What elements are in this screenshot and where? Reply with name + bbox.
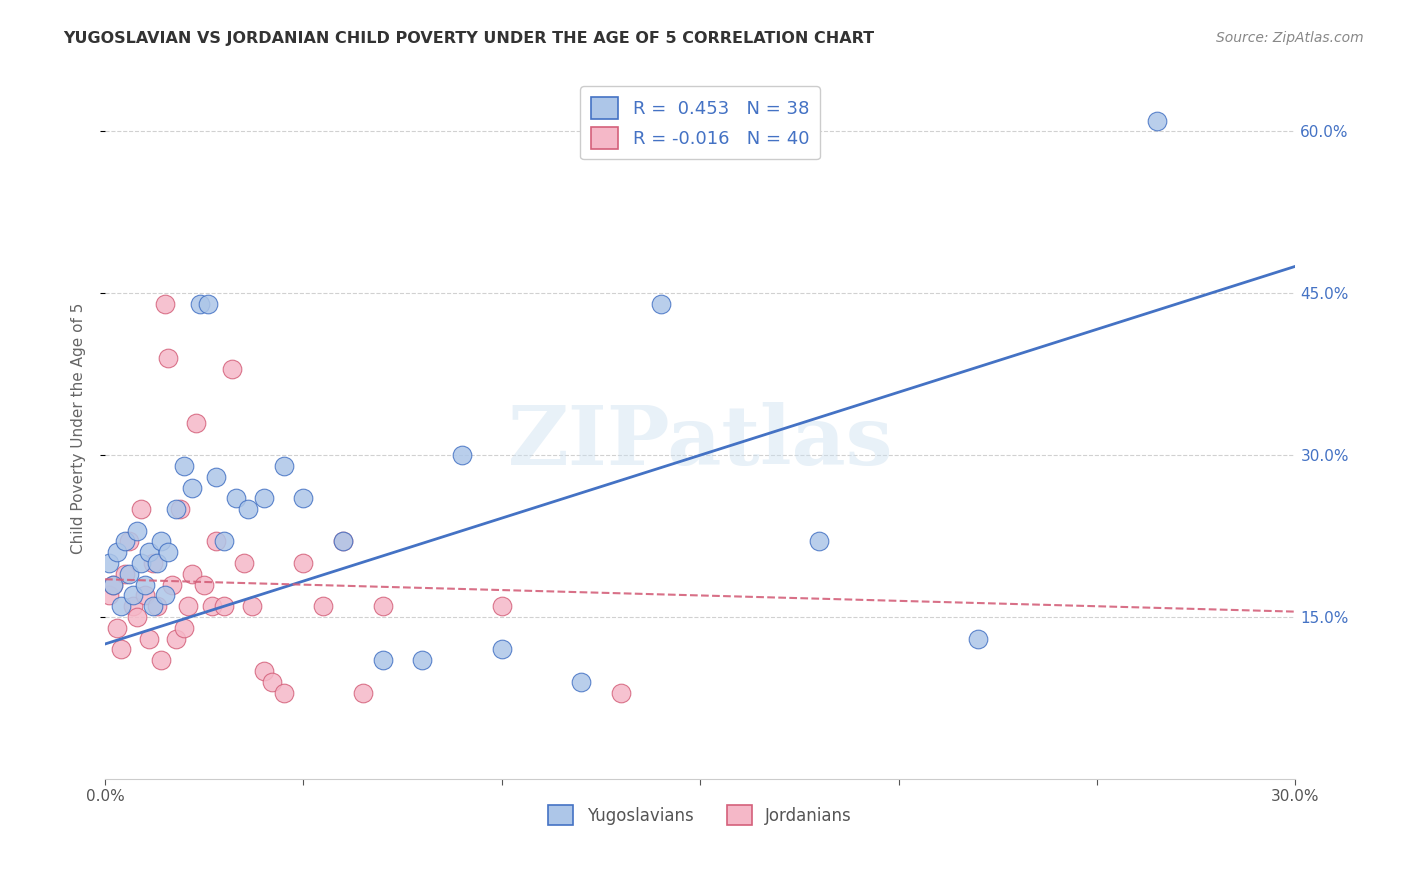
Point [569, 674, 592, 689]
Point [181, 481, 204, 495]
Point [105, 545, 128, 559]
Y-axis label: Child Poverty Under the Age of 5: Child Poverty Under the Age of 5 [72, 302, 86, 554]
Point [145, 556, 167, 570]
Point [142, 556, 165, 570]
Point [232, 556, 254, 570]
Point [610, 685, 633, 699]
Point [292, 556, 315, 570]
Point [221, 361, 243, 376]
Point [332, 534, 354, 549]
Point [101, 577, 124, 591]
Point [292, 491, 315, 506]
Point [142, 599, 165, 614]
Point [118, 566, 141, 581]
Point [165, 632, 187, 646]
Point [193, 577, 215, 591]
Point [808, 534, 831, 549]
Point [253, 664, 276, 678]
Point [129, 502, 152, 516]
Text: ZIPatlas: ZIPatlas [508, 402, 893, 483]
Point [197, 297, 219, 311]
Point [371, 599, 394, 614]
Point [138, 632, 160, 646]
Legend: Yugoslavians, Jordanians: Yugoslavians, Jordanians [540, 797, 860, 834]
Point [169, 502, 191, 516]
Point [129, 556, 152, 570]
Point [121, 599, 143, 614]
Point [125, 610, 148, 624]
Point [97, 556, 120, 570]
Point [157, 545, 180, 559]
Point [371, 653, 394, 667]
Point [205, 469, 228, 483]
Point [114, 566, 136, 581]
Point [97, 589, 120, 603]
Point [101, 577, 124, 591]
Point [212, 534, 235, 549]
Point [173, 458, 195, 473]
Text: YUGOSLAVIAN VS JORDANIAN CHILD POVERTY UNDER THE AGE OF 5 CORRELATION CHART: YUGOSLAVIAN VS JORDANIAN CHILD POVERTY U… [63, 31, 875, 46]
Point [125, 524, 148, 538]
Point [157, 351, 180, 365]
Point [118, 534, 141, 549]
Point [153, 297, 176, 311]
Point [121, 589, 143, 603]
Point [110, 599, 132, 614]
Point [114, 534, 136, 549]
Point [312, 599, 335, 614]
Point [173, 621, 195, 635]
Point [110, 642, 132, 657]
Point [253, 491, 276, 506]
Point [1146, 113, 1168, 128]
Point [332, 534, 354, 549]
Point [491, 599, 513, 614]
Point [153, 589, 176, 603]
Point [181, 566, 204, 581]
Point [260, 674, 283, 689]
Point [273, 685, 295, 699]
Point [149, 653, 172, 667]
Point [411, 653, 433, 667]
Point [188, 297, 211, 311]
Point [145, 599, 167, 614]
Point [273, 458, 295, 473]
Point [225, 491, 247, 506]
Point [205, 534, 228, 549]
Point [186, 416, 208, 430]
Point [212, 599, 235, 614]
Point [236, 502, 259, 516]
Point [134, 589, 156, 603]
Point [149, 534, 172, 549]
Point [240, 599, 263, 614]
Point [352, 685, 374, 699]
Point [138, 545, 160, 559]
Point [491, 642, 513, 657]
Text: Source: ZipAtlas.com: Source: ZipAtlas.com [1216, 31, 1364, 45]
Point [967, 632, 990, 646]
Point [177, 599, 200, 614]
Point [162, 577, 184, 591]
Point [650, 297, 672, 311]
Point [201, 599, 224, 614]
Point [105, 621, 128, 635]
Point [451, 448, 474, 462]
Point [165, 502, 187, 516]
Point [134, 577, 156, 591]
